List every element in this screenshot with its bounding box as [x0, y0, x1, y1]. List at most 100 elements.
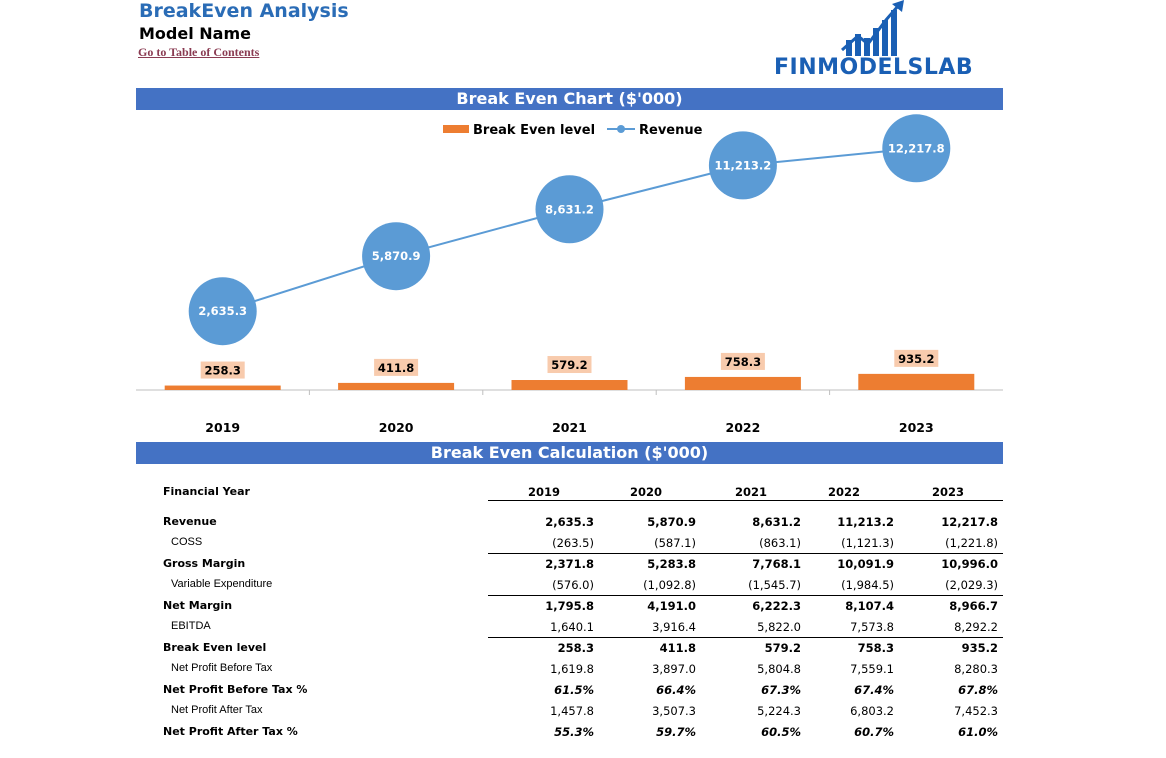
table-header-row: Financial Year 2019 2020 2021 2022 2023	[136, 482, 1003, 503]
row-value: 5,804.8	[757, 662, 801, 676]
row-value: 60.5%	[761, 725, 801, 739]
row-value: 2,635.3	[545, 515, 594, 529]
bar-data-label: 935.2	[898, 352, 934, 366]
logo-chart-icon	[841, 0, 904, 56]
row-value: 61.0%	[958, 725, 998, 739]
row-value: 55.3%	[554, 725, 594, 739]
bar-data-label: 258.3	[205, 364, 241, 378]
revenue-data-label: 11,213.2	[715, 158, 772, 172]
bar-label-bg	[547, 356, 592, 374]
row-value: 7,452.3	[954, 704, 998, 718]
table-row: Net Profit Before Tax % 61.5% 66.4% 67.3% 67…	[136, 680, 1003, 701]
row-value: (2,029.3)	[945, 578, 998, 592]
bar-label-bg	[720, 352, 765, 370]
row-value: 758.3	[857, 641, 894, 655]
row-value: (1,984.5)	[841, 578, 894, 592]
break-even-chart: Break Even level Revenue 258.3 411.8 579.2 75…	[136, 114, 1003, 435]
row-value: 61.5%	[554, 683, 594, 697]
row-value: 10,091.9	[837, 557, 894, 571]
revenue-data-label: 8,631.2	[545, 202, 594, 216]
row-value: 59.7%	[656, 725, 696, 739]
table-header-year-2021: 2021	[734, 485, 767, 499]
row-value: 67.3%	[761, 683, 801, 697]
row-value: 8,631.2	[752, 515, 801, 529]
x-tick-label: 2019	[205, 420, 240, 435]
bar-data-label: 579.2	[551, 358, 587, 372]
revenue-point	[362, 222, 431, 291]
row-value: 258.3	[557, 641, 594, 655]
model-name: Model Name	[139, 24, 251, 43]
bar-break-even	[684, 376, 801, 390]
row-value: 67.4%	[854, 683, 894, 697]
table-header-year-2023: 2023	[931, 485, 964, 499]
row-value: 1,640.1	[550, 620, 594, 634]
x-tick-label: 2022	[726, 420, 761, 435]
row-value: 10,996.0	[941, 557, 998, 571]
legend-swatch-break-even	[443, 125, 469, 133]
row-value: 7,559.1	[850, 662, 894, 676]
revenue-point	[188, 277, 257, 346]
row-value: 2,371.8	[545, 557, 594, 571]
revenue-data-label: 2,635.3	[198, 304, 247, 318]
row-value: 5,224.3	[757, 704, 801, 718]
row-value: (1,121.3)	[841, 536, 894, 550]
row-value: 4,191.0	[647, 599, 696, 613]
row-value: 5,283.8	[647, 557, 696, 571]
row-label: EBITDA	[171, 620, 211, 632]
row-label: Variable Expenditure	[171, 578, 273, 590]
legend-label-revenue: Revenue	[639, 123, 703, 138]
toc-link[interactable]: Go to Table of Contents	[138, 45, 260, 59]
row-value: (1,221.8)	[945, 536, 998, 550]
bar-label-bg	[374, 358, 419, 376]
subtotal-divider	[488, 553, 1003, 554]
header-divider	[488, 500, 1003, 501]
table-row: COSS (263.5) (587.1) (863.1) (1,121.3) (1,221…	[136, 533, 1003, 554]
row-value: 579.2	[764, 641, 801, 655]
bar-break-even	[338, 382, 455, 390]
row-value: 1,795.8	[545, 599, 594, 613]
row-value: 1,457.8	[550, 704, 594, 718]
row-value: 411.8	[659, 641, 696, 655]
table-row: EBITDA 1,640.1 3,916.4 5,822.0 7,573.8 8,292.…	[136, 617, 1003, 638]
table-row: Gross Margin 2,371.8 5,283.8 7,768.1 10,091.…	[136, 554, 1003, 575]
table-row: Variable Expenditure (576.0) (1,092.8) (1,5…	[136, 575, 1003, 596]
table-row: Net Profit Before Tax 1,619.8 3,897.0 5,804…	[136, 659, 1003, 680]
legend-label-break-even: Break Even level	[473, 123, 595, 138]
logo-text: FINMODELSLAB	[774, 55, 974, 80]
subtotal-divider	[488, 595, 1003, 596]
row-value: 935.2	[961, 641, 998, 655]
table-row: Break Even level 258.3 411.8 579.2 758.3 935.…	[136, 638, 1003, 659]
row-value: 6,803.2	[850, 704, 894, 718]
table-header-label: Financial Year	[163, 485, 250, 498]
row-value: 8,292.2	[954, 620, 998, 634]
row-value: (863.1)	[759, 536, 801, 550]
revenue-data-label: 5,870.9	[372, 249, 421, 263]
table-header-year-2020: 2020	[629, 485, 662, 499]
x-tick-label: 2021	[552, 420, 587, 435]
row-label: Net Profit Before Tax	[171, 662, 273, 674]
revenue-point	[535, 175, 604, 244]
row-value: (576.0)	[552, 578, 594, 592]
row-value: (1,092.8)	[643, 578, 696, 592]
subtotal-divider	[488, 637, 1003, 638]
table-row: Net Profit After Tax % 55.3% 59.7% 60.5% 60.…	[136, 722, 1003, 743]
chart-section-band: Break Even Chart ($'000)	[136, 88, 1003, 110]
row-value: 60.7%	[854, 725, 894, 739]
row-value: 3,507.3	[652, 704, 696, 718]
row-value: 67.8%	[958, 683, 998, 697]
row-label: COSS	[171, 536, 203, 548]
row-value: (263.5)	[552, 536, 594, 550]
row-value: 8,966.7	[949, 599, 998, 613]
table-header-year-2019: 2019	[527, 485, 560, 499]
table-row: Revenue 2,635.3 5,870.9 8,631.2 11,213.2 12,2…	[136, 512, 1003, 533]
row-value: (1,545.7)	[748, 578, 801, 592]
row-value: 5,870.9	[647, 515, 696, 529]
row-value: 12,217.8	[941, 515, 998, 529]
x-tick-label: 2020	[379, 420, 414, 435]
row-label: Net Profit After Tax %	[163, 725, 298, 738]
row-value: 3,897.0	[652, 662, 696, 676]
row-value: 7,573.8	[850, 620, 894, 634]
bar-break-even	[858, 373, 975, 390]
row-value: 6,222.3	[752, 599, 801, 613]
revenue-data-label: 12,217.8	[888, 141, 945, 155]
